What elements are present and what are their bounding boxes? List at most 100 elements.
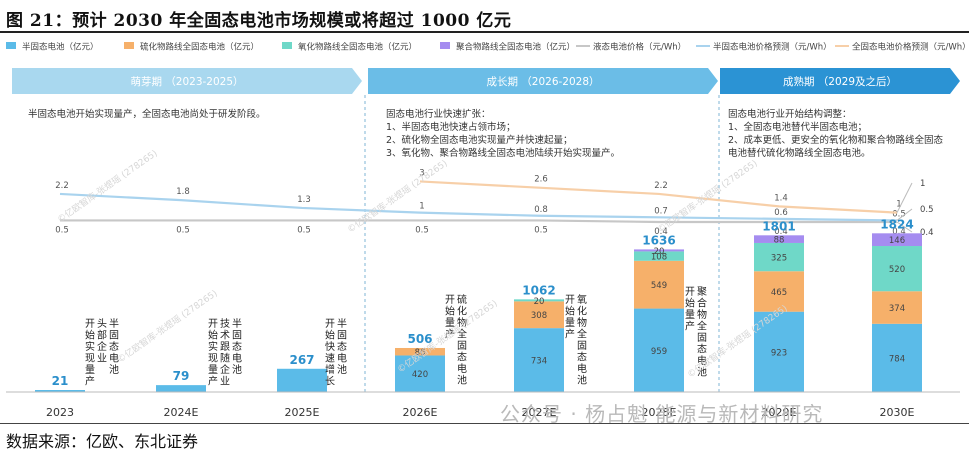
bar-segment — [514, 301, 564, 329]
bar-segment — [277, 368, 327, 392]
segment-label: 520 — [889, 265, 905, 275]
annotation-char: 始 — [445, 305, 455, 318]
annotation-char: 长 — [325, 376, 335, 388]
annotation-char: 全 — [457, 328, 467, 341]
price-end-label: 0.5 — [920, 205, 934, 215]
bar-total-label: 267 — [289, 353, 314, 367]
price-label: 0.5 — [297, 225, 311, 235]
phase-description-line: 电池替代硫化物路线全固态电池。 — [728, 147, 871, 159]
annotation-char: 固 — [232, 330, 242, 342]
annotation-char: 池 — [109, 363, 119, 376]
segment-label: 420 — [412, 370, 428, 380]
x-tick-label: 2029E — [762, 406, 797, 419]
annotation-char: 池 — [577, 374, 587, 387]
annotation-char: 固 — [109, 330, 119, 342]
stacked-bars: 21 79267420865067343082010629595491082016… — [35, 217, 922, 392]
price-label: 1.4 — [774, 193, 788, 203]
legend-label: 半固态电池价格预测（元/Wh） — [713, 42, 832, 53]
annotation-char: 企 — [97, 340, 107, 353]
price-line-connector — [896, 208, 913, 221]
annotation-char: 电 — [577, 362, 587, 375]
segment-label: 146 — [889, 236, 905, 246]
price-line — [60, 219, 897, 224]
phase-description-line: 3、氧化物、聚合物路线全固态电池陆续开始实现量产。 — [386, 147, 620, 159]
annotation-char: 随 — [220, 352, 230, 365]
x-tick-label: 2030E — [880, 406, 915, 419]
price-label: 1 — [419, 202, 424, 212]
bar-segment — [634, 308, 684, 392]
annotation-char: 池 — [232, 363, 242, 376]
annotation-char: 产 — [445, 328, 455, 341]
legend-swatch — [124, 42, 134, 49]
annotation-char: 池 — [697, 366, 707, 379]
segment-label: 549 — [651, 281, 667, 291]
segment-label: 465 — [771, 288, 787, 298]
legend-label: 氧化物路线全固态电池（亿元） — [298, 42, 417, 53]
segment-label: 86 — [415, 348, 426, 358]
x-tick-label: 2027E — [522, 406, 557, 419]
segment-label: 88 — [774, 236, 785, 246]
annotation-char: 全 — [577, 328, 587, 341]
legend-label: 半固态电池（亿元） — [22, 42, 99, 53]
annotation-char: 产 — [85, 375, 95, 388]
annotation-char: 速 — [325, 353, 335, 365]
annotation-char: 开 — [685, 287, 695, 298]
phase-banner — [368, 68, 718, 94]
annotation-char: 聚 — [697, 286, 707, 298]
price-label: 1.3 — [297, 195, 311, 205]
bar-segment — [754, 242, 804, 272]
annotation-char: 合 — [697, 297, 707, 310]
annotation-char: 量 — [565, 317, 575, 329]
x-tick-label: 2023 — [46, 406, 74, 419]
phase-description-line: 2、成本更低、更安全的氧化物和聚合物路线全固态 — [728, 134, 944, 146]
legend-label: 硫化物路线全固态电池（亿元） — [140, 42, 259, 53]
annotation-char: 始 — [208, 329, 218, 342]
chart-title: 图 21：预计 2030 年全固态电池市场规模或将超过 1000 亿元 — [6, 11, 512, 31]
phase-description-line: 1、全固态电池替代半固态电池； — [728, 121, 867, 133]
legend-swatch — [6, 42, 16, 49]
annotation-char: 始 — [565, 305, 575, 318]
annotation-char: 电 — [232, 352, 242, 365]
bar-total-label: 79 — [173, 369, 190, 383]
phase-label: 萌芽期 （2023-2025） — [130, 75, 243, 88]
annotation-char: 跟 — [220, 341, 230, 353]
annotation-char: 增 — [325, 363, 335, 376]
bar-segment — [634, 251, 684, 261]
bar-segment — [514, 328, 564, 392]
price-label: 2.6 — [534, 175, 548, 185]
chart-canvas: 半固态电池（亿元） 硫化物路线全固态电池（亿元） 氧化物路线全固态电池（亿元） 聚合物… — [6, 42, 969, 419]
bar-total-label: 1824 — [880, 217, 913, 231]
annotation-char: 态 — [109, 340, 119, 353]
bar-total-label: 1636 — [642, 233, 675, 247]
x-tick-label: 2025E — [285, 406, 320, 419]
price-label: 0.7 — [654, 206, 668, 216]
annotation-char: 业 — [97, 353, 107, 365]
price-label: 1 — [896, 200, 901, 210]
segment-label: 923 — [771, 348, 787, 358]
price-line-connector — [896, 182, 913, 213]
phase-banner — [720, 68, 960, 94]
annotation-char: 开 — [565, 295, 575, 306]
phase-banner — [12, 68, 362, 94]
segment-label: 734 — [531, 357, 547, 367]
price-label: 0.4 — [774, 227, 788, 237]
price-label: 1.8 — [176, 187, 190, 197]
bar-segment — [395, 347, 445, 356]
annotation-char: 氧 — [577, 293, 587, 306]
price-line-connector — [896, 221, 913, 233]
annotation-char: 产 — [208, 375, 218, 388]
price-end-label: 1 — [920, 179, 925, 189]
phase-banners: 萌芽期 （2023-2025） 成长期 （2026-2028） 成熟期 （2029及… — [12, 68, 960, 395]
price-label: 0.8 — [534, 205, 548, 215]
x-tick-label: 2028E — [642, 406, 677, 419]
phase-description-line: 2、硫化物全固态电池实现量产并快速起量； — [386, 134, 573, 146]
price-lines: 0.5 0.5 0.5 0.5 0.5 0.4 0.4 0.4 0.4 2.2 1.8 1.3 1 0.8… — [55, 168, 933, 238]
price-label: 0.5 — [892, 209, 906, 219]
annotation-char: 硫 — [457, 293, 467, 306]
annotation-char: 开 — [325, 319, 335, 330]
bar-segment — [872, 323, 922, 392]
segment-label: 325 — [771, 254, 787, 264]
bar-segment — [634, 260, 684, 309]
title-divider — [0, 31, 969, 33]
bar-segment — [754, 271, 804, 312]
